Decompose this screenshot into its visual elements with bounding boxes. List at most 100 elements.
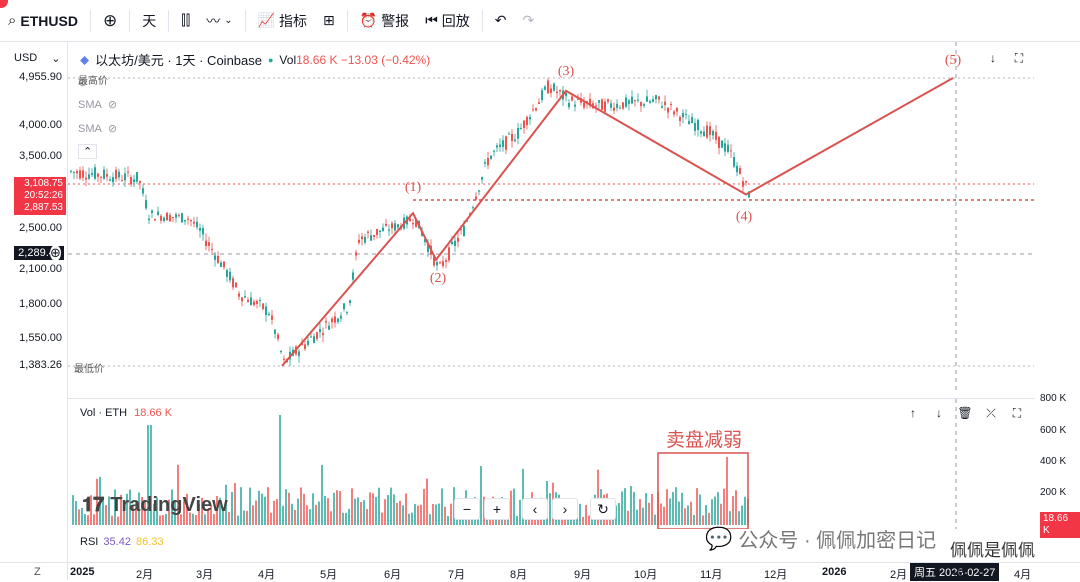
indicator-label: SMA (78, 122, 102, 135)
candle (496, 142, 498, 152)
candle (487, 151, 489, 170)
candle (217, 251, 219, 265)
volume-bar (318, 501, 320, 525)
redo-button[interactable]: ↷ (515, 0, 543, 42)
maximize-button[interactable]: ⛶ (1008, 48, 1030, 68)
maximize-pane-button[interactable]: ⛶ (1006, 403, 1028, 423)
candle (730, 144, 732, 158)
volume-bar (354, 498, 356, 525)
candle (538, 98, 540, 105)
elliott-wave-line (281, 77, 954, 367)
volume-bar (711, 499, 713, 525)
replay-button[interactable]: ⏮ 回放 (417, 0, 478, 42)
auto-scale-icon[interactable]: Z (34, 566, 41, 578)
delete-pane-button[interactable]: 🗑 (954, 403, 976, 423)
candle (382, 223, 384, 232)
volume-value: 18.66 K (134, 407, 173, 419)
volume-bar (171, 489, 173, 525)
time-tick-label: 4月 (258, 569, 276, 581)
grid-icon: ⊞ (323, 12, 335, 28)
volume-bar (633, 492, 635, 525)
indicator-template-button[interactable]: 〰 ⌄ (198, 0, 240, 42)
indicators-button[interactable]: 📈 指标 (250, 0, 315, 42)
volume-bar (138, 492, 140, 525)
candle (718, 136, 720, 155)
candle (121, 175, 123, 182)
symbol-search[interactable]: ⌕ ETHUSD (0, 0, 86, 42)
candle (124, 167, 126, 187)
volume-bar (411, 512, 413, 525)
zoom-in-button[interactable]: + (484, 498, 510, 520)
candle (502, 135, 504, 152)
candle (544, 85, 546, 91)
volume-bar (150, 425, 152, 525)
candle (439, 260, 441, 265)
candle (304, 340, 306, 352)
candle (229, 267, 231, 284)
hidden-eye-icon[interactable]: ⊘ (107, 99, 118, 111)
volume-bar (687, 505, 689, 525)
candle (724, 138, 726, 157)
redo-icon: ↷ (522, 12, 535, 28)
time-tick-label: 8月 (510, 569, 528, 581)
candle (736, 161, 738, 177)
arrow-down-icon: ↓ (936, 406, 942, 420)
hidden-eye-icon[interactable]: ⊘ (78, 77, 88, 89)
plus-circle-icon: ⊕ (102, 10, 118, 30)
volume-bar (375, 497, 377, 525)
volume-bar (699, 494, 701, 525)
candle (709, 121, 711, 142)
currency-label: USD (14, 52, 38, 64)
scroll-down-button[interactable]: ↓ (982, 48, 1004, 68)
candle (553, 82, 555, 92)
volume-bar (342, 512, 344, 525)
candle (367, 230, 369, 239)
move-up-button[interactable]: ↑ (902, 403, 924, 423)
volume-bar (225, 484, 227, 525)
scroll-right-button[interactable]: › (552, 498, 578, 520)
volume-bar (312, 493, 314, 525)
currency-select[interactable]: USD ⌄ (14, 52, 60, 65)
undo-button[interactable]: ↶ (487, 0, 515, 42)
volume-bar (705, 505, 707, 525)
collapse-pane-button[interactable]: ⤫ (980, 403, 1002, 423)
layout-button[interactable]: ⊞ (315, 0, 343, 42)
volume-panel[interactable]: Vol · ETH 18.66 K 卖盘减弱 ↑ ↓ 🗑 ⤫ ⛶ (68, 398, 1034, 529)
move-down-button[interactable]: ↓ (928, 403, 950, 423)
candle-type-button[interactable]: ⫿⫿ (173, 0, 198, 42)
candle (91, 168, 93, 177)
candle (478, 189, 480, 196)
alerts-button[interactable]: ⏰ 警报 (352, 0, 417, 42)
candle (559, 89, 561, 97)
reset-chart-button[interactable]: ↻ (590, 498, 616, 520)
main-chart[interactable]: (1) (2) (3) (4) (5) ⬥ 以太坊/美元 · 1天 · Coinbase… (68, 42, 1034, 392)
add-level-icon[interactable]: ⊕ (50, 245, 61, 261)
zoom-out-button[interactable]: − (454, 498, 480, 520)
price-tick-label: 3,500.00 (19, 150, 62, 162)
scroll-left-button[interactable]: ‹ (522, 498, 548, 520)
interval-button[interactable]: 天 (134, 0, 164, 42)
top-toolbar: ⌕ ETHUSD ⊕ 天 ⫿⫿ 〰 ⌄ 📈 指标 ⊞ ⏰ 警报 ⏮ 回放 ↶ ↷ (0, 0, 1080, 42)
hidden-eye-icon[interactable]: ⊘ (107, 123, 118, 135)
sell-weakening-annotation: 卖盘减弱 (666, 430, 743, 451)
volume-bar (234, 482, 236, 525)
add-symbol-button[interactable]: ⊕ (95, 0, 125, 42)
price-tick-label: 2,100.00 (19, 263, 62, 275)
candle (511, 129, 513, 148)
candle (493, 149, 495, 157)
candle (631, 90, 633, 105)
price-axis[interactable]: USD ⌄ 4,955.90 4,000.00 3,500.00 2,500.00 2,1… (0, 42, 68, 580)
wechat-text: 公众号 · 佩佩加密日记 (738, 530, 937, 552)
volume-bar (282, 505, 284, 525)
reset-icon: ↻ (597, 500, 609, 517)
collapse-legend-button[interactable]: ⌃ (78, 144, 98, 159)
candle (253, 299, 255, 307)
volume-bar (588, 515, 590, 525)
volume-bar (255, 500, 257, 525)
candle (100, 176, 102, 184)
low-label: 最低价 (74, 364, 104, 375)
chart-legend: ⬥ 以太坊/美元 · 1天 · Coinbase ● Vol18.66 K −1… (80, 50, 430, 69)
volume-bar (165, 513, 167, 525)
volume-bar (87, 515, 89, 525)
time-axis[interactable]: Z 周五 2026-02-27 2025 2月 3月 4月 5月 6月 7月 8月 9月 10月 1… (0, 562, 1080, 581)
